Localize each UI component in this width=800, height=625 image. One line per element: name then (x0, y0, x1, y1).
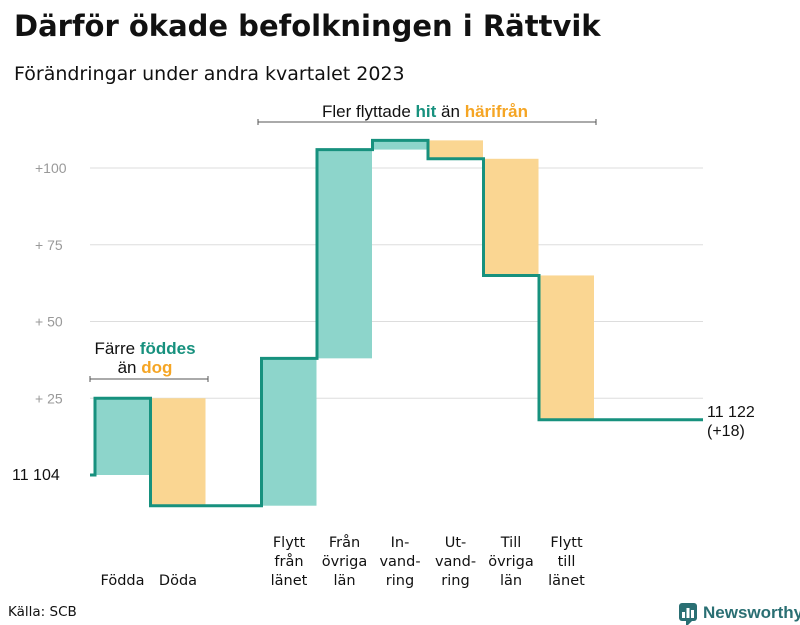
brand-logo: Newsworthy (679, 603, 800, 625)
migration-annotation-harifran: härifrån (465, 102, 528, 121)
bar-döda (150, 398, 206, 506)
category-label: Från övriga län (322, 534, 368, 589)
step-line-layer (90, 138, 703, 508)
migration-annotation-hit: hit (416, 102, 437, 121)
category-label: Döda (159, 573, 197, 589)
step-line (90, 138, 703, 508)
births-annotation-text: Färre (94, 339, 135, 358)
source-label: Källa: SCB (8, 604, 77, 620)
y-tick-label: +100 (35, 160, 67, 176)
migration-annotation: Fler flyttade hit än härifrån (257, 102, 597, 125)
gridlines (90, 167, 703, 399)
brand-name: Newsworthy (703, 603, 800, 622)
births-annotation-text-2: än (118, 358, 137, 377)
bars (95, 140, 594, 506)
chart-title: Därför ökade befolkningen i Rättvik (14, 9, 601, 43)
y-tick-label: + 75 (35, 237, 63, 253)
end-value-label: 11 122 (707, 404, 755, 421)
svg-text:än dog: än dog (118, 358, 173, 377)
births-annotation-bracket (89, 376, 209, 382)
bar-flytt-till-länet (539, 275, 594, 420)
chart-subtitle: Förändringar under andra kvartalet 2023 (14, 63, 405, 85)
category-label: In-vand-ring (379, 535, 420, 589)
births-annotation-em-2: dog (141, 358, 172, 377)
migration-annotation-bracket (257, 119, 597, 125)
category-label: Flytt till länet (548, 535, 585, 589)
births-annotation: Färre föddes än dog (89, 339, 209, 382)
bar-flytt-från-länet (261, 358, 317, 506)
brand-icon (679, 603, 697, 625)
y-tick-label: + 50 (35, 314, 63, 330)
svg-text:Färre föddes: Färre föddes (94, 339, 195, 358)
category-label: Till övriga län (488, 535, 534, 589)
bar-födda (95, 398, 150, 475)
start-value-label: 11 104 (12, 467, 60, 484)
category-label: Födda (101, 573, 145, 589)
births-annotation-em: föddes (140, 339, 196, 358)
category-label: Flytt från länet (271, 535, 308, 589)
category-labels: Födda Döda Flytt från länet Från övriga län In-v… (101, 534, 586, 589)
migration-annotation-text: Fler flyttade (322, 102, 411, 121)
category-label: Ut-vand-ring (435, 535, 476, 589)
y-axis-ticks: +100 + 75 + 50 + 25 (35, 160, 67, 406)
bar-in--vand--ring (372, 140, 428, 150)
end-change-label: (+18) (707, 423, 745, 440)
migration-annotation-mid: än (441, 102, 460, 121)
svg-text:Fler flyttade hit: Fler flyttade hit än härifrån (322, 102, 528, 121)
bar-ut--vand--ring (428, 140, 483, 159)
bar-från-övriga-län (317, 149, 372, 359)
y-tick-label: + 25 (35, 390, 63, 406)
bar-till-övriga-län (483, 158, 539, 276)
